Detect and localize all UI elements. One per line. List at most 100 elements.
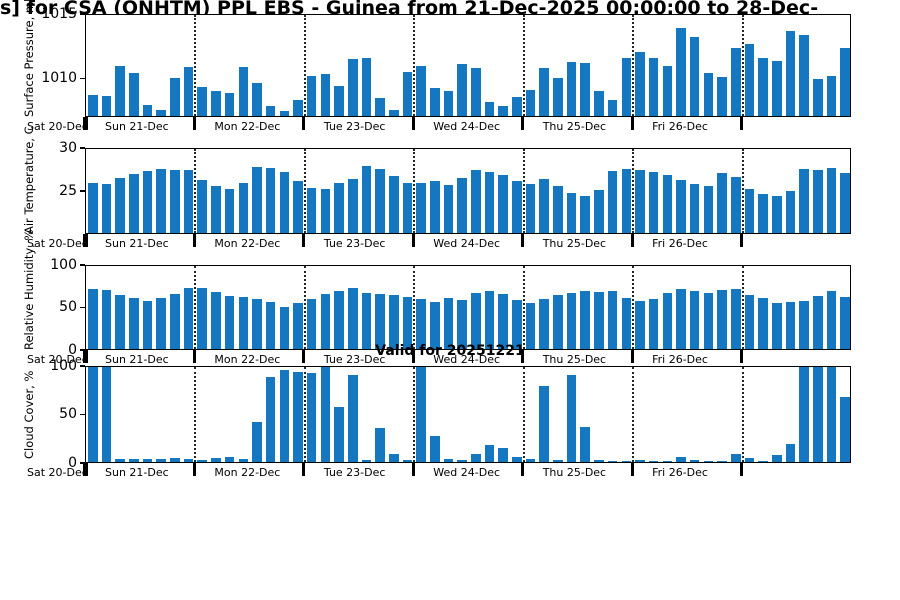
bar (826, 367, 837, 462)
bar (484, 444, 495, 462)
y-tick-label: 50 (59, 406, 77, 422)
x-day-label: Thu 25-Dec (542, 353, 607, 366)
day-gridline (632, 367, 635, 462)
bar (101, 367, 112, 462)
bar (388, 109, 399, 116)
bar (484, 102, 495, 116)
x-tick-mark (411, 234, 415, 247)
bar (813, 170, 823, 233)
bar (566, 374, 577, 462)
bar (252, 299, 262, 349)
x-tick-mark (740, 463, 744, 476)
bar (689, 36, 700, 116)
x-day-label: Sun 21-Dec (105, 466, 169, 479)
bar (224, 188, 235, 233)
bar (635, 300, 645, 349)
bar (170, 170, 180, 233)
bar (676, 180, 686, 233)
bar (785, 443, 796, 462)
day-gridline (632, 149, 635, 233)
x-day-label: Mon 22-Dec (214, 353, 281, 366)
bar (183, 66, 194, 116)
bar (88, 182, 98, 233)
x-day-label: Sun 21-Dec (105, 237, 169, 250)
bar (129, 73, 139, 116)
x-day-label: Thu 25-Dec (542, 237, 607, 250)
bar (115, 295, 125, 349)
bar (717, 76, 727, 116)
panel-plot-3 (85, 366, 851, 463)
bar (129, 459, 139, 462)
bar (662, 292, 673, 349)
y-tick-mark (80, 190, 85, 192)
y-tick-label: 0 (68, 341, 77, 358)
x-tick-mark (302, 234, 306, 247)
x-tick-mark (192, 117, 196, 130)
bar (771, 455, 782, 462)
bar (553, 460, 563, 462)
x-tick-mark (192, 350, 196, 363)
bar (471, 68, 481, 116)
bar (498, 105, 508, 116)
y-tick-label: 25 (59, 182, 77, 199)
x-day-label-prev: Sat 20-Dec (27, 466, 88, 479)
bar (553, 78, 563, 116)
x-axis-row: Sat 20-Dec Sun 21-Dec Mon 22-Dec Tue 23-Dec… (0, 234, 900, 254)
bar (115, 178, 125, 233)
bar (156, 169, 167, 233)
bar (717, 461, 727, 462)
x-day-label: Mon 22-Dec (214, 120, 281, 133)
bar (662, 175, 673, 233)
bar (799, 300, 809, 349)
bar (293, 99, 303, 116)
bar (101, 95, 112, 116)
day-gridline (632, 266, 635, 349)
bar (279, 111, 290, 116)
bar (662, 65, 673, 116)
x-day-label: Sun 21-Dec (105, 353, 169, 366)
bar (539, 299, 550, 349)
x-day-label: Fri 26-Dec (652, 466, 708, 479)
x-tick-mark (302, 117, 306, 130)
bar (813, 295, 823, 349)
x-tick-mark (630, 350, 634, 363)
x-axis-row: Sat 20-Dec Sun 21-Dec Mon 22-Dec Tue 23-Dec… (0, 463, 900, 483)
bar (170, 78, 180, 116)
bar (512, 457, 522, 462)
bar (771, 196, 782, 233)
y-tick-label: 1010 (41, 69, 77, 86)
bar (375, 98, 385, 116)
bar (621, 57, 632, 116)
bar (129, 298, 139, 349)
valid-annotation: Valid for 20251221 (375, 343, 525, 359)
y-tick-label: 100 (50, 357, 77, 374)
bar (689, 184, 700, 233)
x-tick-mark (521, 350, 525, 363)
bar (525, 303, 536, 349)
bar (402, 182, 413, 233)
y-tick-label: 30 (59, 139, 77, 156)
bar (101, 184, 112, 233)
x-tick-mark (411, 463, 415, 476)
bar (88, 367, 98, 462)
day-gridline (632, 15, 635, 116)
bar (361, 165, 372, 233)
bar (717, 290, 727, 349)
x-tick-mark (82, 117, 88, 130)
bar (156, 109, 167, 116)
x-day-label: Tue 23-Dec (323, 237, 386, 250)
bar (320, 294, 331, 349)
bar (306, 187, 317, 233)
y-tick-mark (80, 77, 85, 80)
bar (580, 63, 591, 116)
bar (730, 176, 741, 233)
x-tick-mark (411, 117, 415, 130)
bar (457, 177, 467, 233)
x-tick-mark (740, 117, 744, 130)
day-gridline (194, 266, 197, 349)
x-day-label-prev: Sat 20-Dec (27, 237, 88, 250)
bar (320, 367, 331, 462)
bar (771, 303, 782, 349)
bar (635, 170, 645, 233)
bar (703, 292, 714, 349)
